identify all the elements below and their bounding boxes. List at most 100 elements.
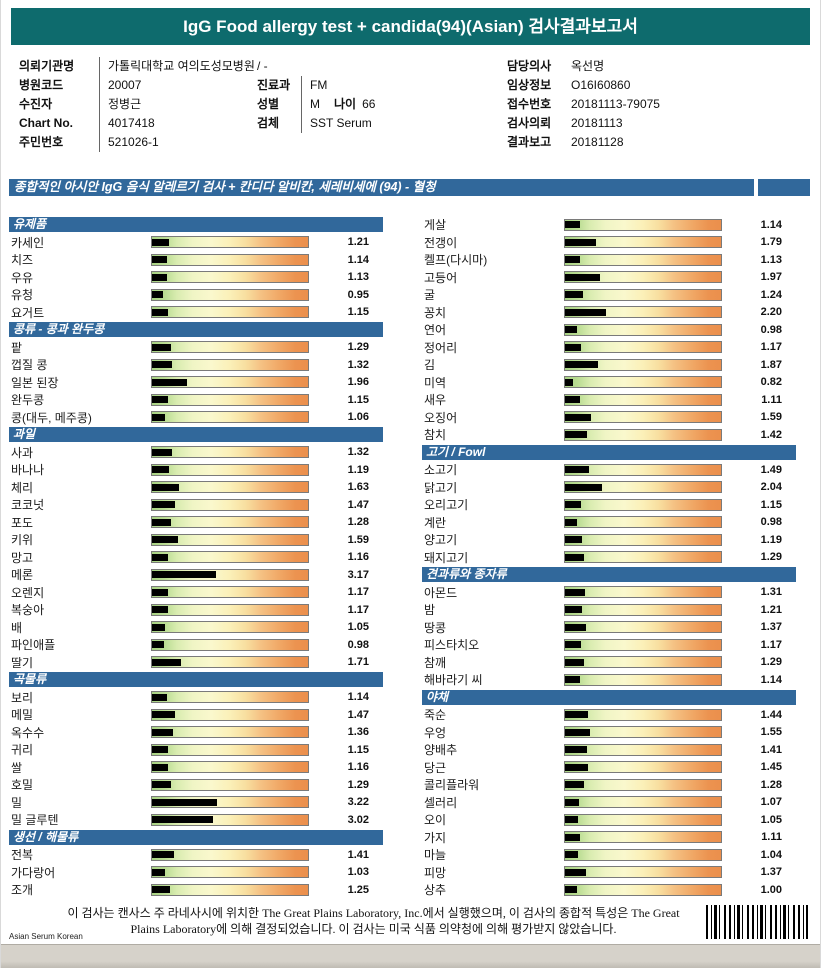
info-label: 나이 [334, 97, 357, 111]
result-row: 셀러리 1.07 [422, 793, 796, 811]
result-row: 정어리 1.17 [422, 339, 796, 357]
info-label: 접수번호 [507, 97, 552, 111]
food-label: 오징어 [424, 410, 458, 425]
result-row: 완두콩 1.15 [9, 391, 383, 409]
result-bar [152, 343, 172, 351]
result-value: 1.24 [760, 288, 782, 301]
result-value: 1.21 [347, 236, 369, 249]
info-column-left: 의뢰기관명 가톨릭대학교 여의도성모병원 병원코드 20007 수진자 정병근 … [19, 57, 257, 152]
result-row: 오렌지 1.17 [9, 583, 383, 601]
result-bar-track [151, 726, 309, 739]
food-label: 소고기 [424, 463, 458, 478]
result-row: 콩(대두, 메주콩) 1.06 [9, 408, 383, 426]
food-label: 양배추 [424, 743, 458, 758]
result-bar [565, 483, 602, 491]
food-label: 배 [11, 620, 23, 635]
result-row: 껍질 콩 1.32 [9, 356, 383, 374]
result-row: 닭고기 2.04 [422, 478, 796, 496]
result-bar-track [564, 796, 722, 809]
result-bar [152, 606, 169, 614]
result-value: 0.95 [347, 288, 369, 301]
result-value: 1.14 [760, 673, 782, 686]
result-bar-track [564, 586, 722, 599]
result-value: 1.28 [760, 778, 782, 791]
result-bar [152, 571, 217, 579]
result-value: 0.98 [760, 323, 782, 336]
result-bar-track [564, 761, 722, 774]
results-column-right: 게살 1.14 전갱이 1.79 켈프(다시마) 1.13 고등어 1.97 굴 1.24 꽁치 2.… [422, 216, 796, 898]
result-row: 치즈 1.14 [9, 251, 383, 269]
result-bar-track [151, 691, 309, 704]
food-label: 콜리플라워 [424, 778, 480, 793]
report-header: IgG Food allergy test + candida(94)(Asia… [11, 8, 810, 45]
result-bar [565, 343, 582, 351]
result-bar-track [564, 428, 722, 441]
food-label: 껍질 콩 [11, 358, 48, 373]
result-value: 1.15 [760, 498, 782, 511]
result-bar [565, 413, 592, 421]
result-bar [152, 273, 168, 281]
result-value: 1.29 [347, 778, 369, 791]
result-value: 1.96 [347, 376, 369, 389]
result-bar-track [564, 481, 722, 494]
result-value: 2.04 [760, 481, 782, 494]
food-label: 미역 [424, 375, 447, 390]
info-field: 검사의뢰 20181113 [507, 114, 820, 133]
result-bar-track [564, 866, 722, 879]
result-row: 마늘 1.04 [422, 846, 796, 864]
result-row: 일본 된장 1.96 [9, 373, 383, 391]
food-label: 상추 [424, 883, 447, 898]
result-bar-track [564, 218, 722, 231]
result-row: 양배추 1.41 [422, 741, 796, 759]
result-bar [152, 396, 168, 404]
result-row: 양고기 1.19 [422, 531, 796, 549]
result-value: 1.55 [760, 726, 782, 739]
result-bar-track [151, 446, 309, 459]
result-row: 체리 1.63 [9, 478, 383, 496]
result-bar [152, 413, 166, 421]
result-row: 굴 1.24 [422, 286, 796, 304]
food-label: 완두콩 [11, 393, 45, 408]
food-label: 포도 [11, 515, 34, 530]
info-field: 결과보고 20181128 [507, 133, 820, 152]
food-label: 콩(대두, 메주콩) [11, 410, 92, 425]
result-row: 김 1.87 [422, 356, 796, 374]
result-value: 1.32 [347, 446, 369, 459]
result-value: 1.05 [347, 621, 369, 634]
result-value: 1.17 [760, 638, 782, 651]
result-bar-track [151, 603, 309, 616]
result-row: 코코넛 1.47 [9, 496, 383, 514]
food-label: 당근 [424, 760, 447, 775]
result-bar-track [151, 813, 309, 826]
info-value: 옥선명 [571, 59, 605, 73]
result-bar-track [151, 621, 309, 634]
result-bar-track [564, 638, 722, 651]
food-label: 코코넛 [11, 498, 45, 513]
result-row: 요거트 1.15 [9, 303, 383, 321]
result-row: 돼지고기 1.29 [422, 548, 796, 566]
result-bar-track [564, 813, 722, 826]
result-row: 게살 1.14 [422, 216, 796, 234]
food-label: 체리 [11, 480, 34, 495]
food-label: 바나나 [11, 463, 45, 478]
result-value: 1.41 [347, 848, 369, 861]
result-bar-track [151, 463, 309, 476]
food-label: 우엉 [424, 725, 447, 740]
section-header: 생선 / 해물류 [9, 829, 383, 845]
result-bar-track [151, 376, 309, 389]
result-bar [152, 851, 174, 859]
result-value: 1.25 [347, 883, 369, 896]
result-bar-track [151, 358, 309, 371]
result-row: 밀 글루텐 3.02 [9, 811, 383, 829]
result-row: 귀리 1.15 [9, 741, 383, 759]
result-bar-track [151, 638, 309, 651]
result-row: 땅콩 1.37 [422, 618, 796, 636]
food-label: 돼지고기 [424, 550, 469, 565]
result-value: 1.15 [347, 306, 369, 319]
result-row: 당근 1.45 [422, 758, 796, 776]
result-value: 2.20 [760, 306, 782, 319]
result-row: 오징어 1.59 [422, 409, 796, 427]
result-value: 1.44 [760, 708, 782, 721]
result-bar [565, 518, 577, 526]
result-bar [152, 588, 169, 596]
